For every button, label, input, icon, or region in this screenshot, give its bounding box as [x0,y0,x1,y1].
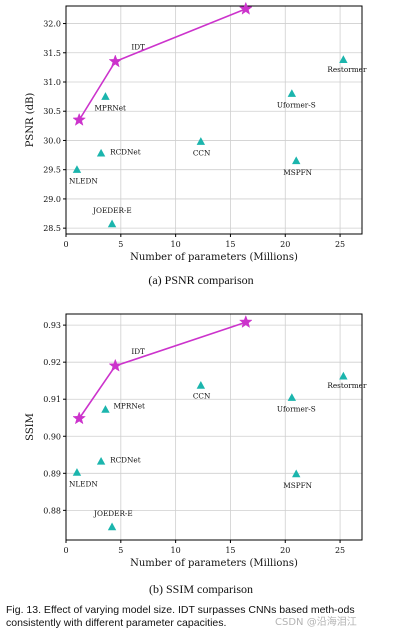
point-label: IDT [131,43,145,52]
point-label: JOEDER-E [93,509,133,518]
x-tick-label: 10 [171,546,181,555]
psnr-subcaption: (a) PSNR comparison [148,273,254,287]
point-label: Uformer-S [277,405,316,414]
triangle-marker [101,92,110,100]
point-label: RCDNet [110,147,141,156]
y-tick-label: 29.0 [43,195,61,204]
point-label: NLEDN [69,480,98,489]
plot-frame [65,5,363,235]
y-tick-label: 30.0 [43,136,61,145]
y-tick-label: 0.89 [43,469,61,478]
y-tick-label: 30.5 [43,107,61,116]
point-label: Uformer-S [277,101,316,110]
point-label: CCN [193,392,211,401]
idt-star-marker [108,358,123,372]
y-tick-label: 0.88 [43,506,61,515]
triangle-marker [96,456,106,465]
point-label: IDT [131,347,145,356]
point-label: MPRNet [94,104,126,113]
y-tick-label: 0.90 [43,432,61,441]
x-tick-label: 0 [63,240,68,249]
point-label: MSPFN [283,481,312,490]
point-label: MSPFN [283,168,312,177]
x-axis-label: Number of parameters (Millions) [130,558,298,569]
y-tick-label: 0.91 [43,395,61,404]
y-tick-label: 31.0 [43,78,61,87]
triangle-marker [196,137,206,145]
idt-star-marker [238,314,253,328]
y-tick-label: 28.5 [43,224,61,233]
x-tick-label: 5 [118,546,123,555]
point-label: RCDNet [110,455,141,464]
triangle-marker [287,89,297,97]
x-tick-label: 20 [280,546,290,555]
psnr-chart: 0 5 10 15 20 25 28.5 29.0 29.5 30.0 30.5 31.0 31.5 32… [25,1,367,263]
point-label: Restormer [327,65,367,74]
point-label: Restormer [327,381,367,390]
y-axis-label: SSIM [25,413,36,441]
x-axis-label: Number of parameters (Millions) [130,252,298,263]
y-tick-label: 32.0 [43,20,61,29]
watermark: CSDN @沿海泪江 [275,617,357,628]
triangle-marker [72,165,82,173]
triangle-marker [72,468,82,476]
triangle-marker [339,55,348,63]
triangle-marker [339,371,348,380]
x-tick-label: 0 [63,546,68,555]
point-label: NLEDN [69,177,98,186]
y-tick-label: 0.93 [43,321,61,330]
idt-star-marker [238,1,253,15]
triangle-marker [292,156,301,165]
x-tick-label: 20 [280,240,290,249]
triangle-marker [96,148,106,157]
triangle-marker [287,393,297,401]
x-tick-label: 25 [335,240,345,249]
figure-caption: Fig. 13. Effect of varying model size. I… [6,604,355,629]
idt-star-marker [72,411,86,425]
idt-star-marker [72,112,86,126]
x-tick-label: 15 [225,240,235,249]
triangle-marker [196,381,206,389]
x-tick-label: 5 [118,240,123,249]
triangle-marker [292,469,301,478]
y-tick-label: 29.5 [43,166,61,175]
triangle-marker [101,405,110,413]
triangle-marker [107,522,117,531]
y-axis-label: PSNR (dB) [25,93,36,148]
y-tick-label: 0.92 [43,358,61,367]
point-label: MPRNet [113,402,145,411]
point-label: CCN [193,149,211,158]
plot-frame [65,313,363,541]
idt-trend-line [78,321,247,419]
point-label: JOEDER-E [92,206,132,215]
triangle-marker [107,219,117,228]
x-tick-label: 15 [225,546,235,555]
x-tick-label: 25 [335,546,345,555]
ssim-chart: 0 5 10 15 20 25 0.88 0.89 0.90 0.91 0.92 0.93 Number… [25,313,367,569]
idt-star-marker [108,54,123,68]
ssim-subcaption: (b) SSIM comparison [149,582,253,596]
y-tick-label: 31.5 [43,49,61,58]
x-tick-label: 10 [171,240,181,249]
